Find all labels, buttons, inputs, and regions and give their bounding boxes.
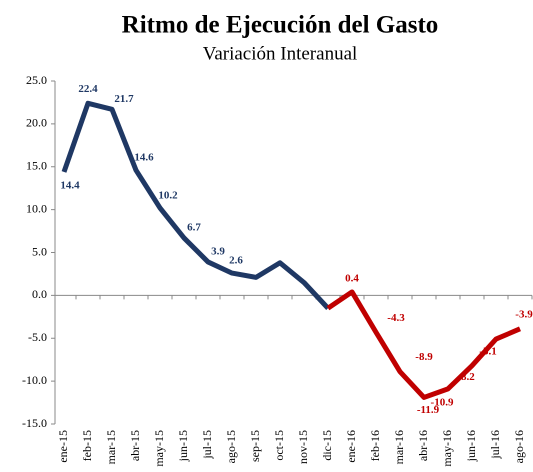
- x-tick-label: mar-15: [104, 430, 118, 464]
- data-label: 14.6: [134, 152, 154, 164]
- data-label: 14.4: [60, 179, 80, 191]
- x-tick-label: jul-16: [488, 430, 502, 460]
- data-label: 0.4: [345, 272, 359, 284]
- x-tick-label: may-16: [440, 430, 454, 467]
- data-label: -10.9: [431, 396, 454, 408]
- data-label: 21.7: [114, 93, 134, 105]
- y-tick-label: -10.0: [22, 373, 47, 387]
- x-tick-label: ene-15: [56, 430, 70, 463]
- x-tick-label: sep-15: [248, 430, 262, 462]
- y-tick-label: 0.0: [32, 287, 47, 301]
- y-tick-label: 25.0: [26, 73, 47, 87]
- y-tick-label: 15.0: [26, 159, 47, 173]
- y-tick-label: -15.0: [22, 416, 47, 430]
- data-label: 10.2: [158, 189, 178, 201]
- line-series: [61, 100, 330, 310]
- x-tick-label: abr-16: [416, 430, 430, 461]
- data-label: 22.4: [78, 83, 98, 95]
- x-tick-label: jun-15: [176, 430, 190, 462]
- x-tick-label: jun-16: [464, 430, 478, 462]
- x-tick-label: abr-15: [128, 430, 142, 461]
- x-tick-label: oct-15: [272, 430, 286, 461]
- data-label: 2.6: [229, 255, 243, 267]
- data-label: 3.9: [211, 245, 225, 257]
- x-tick-label: dic-15: [320, 430, 334, 461]
- y-tick-label: 20.0: [26, 116, 47, 130]
- data-label: -8.2: [457, 371, 475, 383]
- chart-subtitle: Variación Interanual: [203, 43, 358, 64]
- data-label: -5.1: [479, 346, 496, 358]
- data-label: -4.3: [387, 312, 405, 324]
- y-tick-label: 5.0: [32, 244, 47, 258]
- x-tick-label: nov-15: [296, 430, 310, 464]
- x-tick-label: mar-16: [392, 430, 406, 464]
- data-label: -8.9: [415, 351, 433, 363]
- x-tick-label: ene-16: [344, 430, 358, 463]
- data-label: 6.7: [187, 221, 201, 233]
- x-tick-label: jul-15: [200, 430, 214, 460]
- data-label: -3.9: [515, 308, 533, 320]
- x-tick-label: ago-15: [224, 430, 238, 463]
- chart-title: Ritmo de Ejecución del Gasto: [122, 12, 439, 39]
- data-label: -11.9: [417, 404, 440, 416]
- y-tick-label: 10.0: [26, 201, 47, 215]
- y-tick-label: -5.0: [28, 330, 47, 344]
- x-tick-label: feb-16: [368, 430, 382, 461]
- x-tick-label: may-15: [152, 430, 166, 467]
- x-tick-label: feb-15: [80, 430, 94, 461]
- x-tick-label: ago-16: [512, 430, 526, 463]
- line-series: [326, 289, 521, 400]
